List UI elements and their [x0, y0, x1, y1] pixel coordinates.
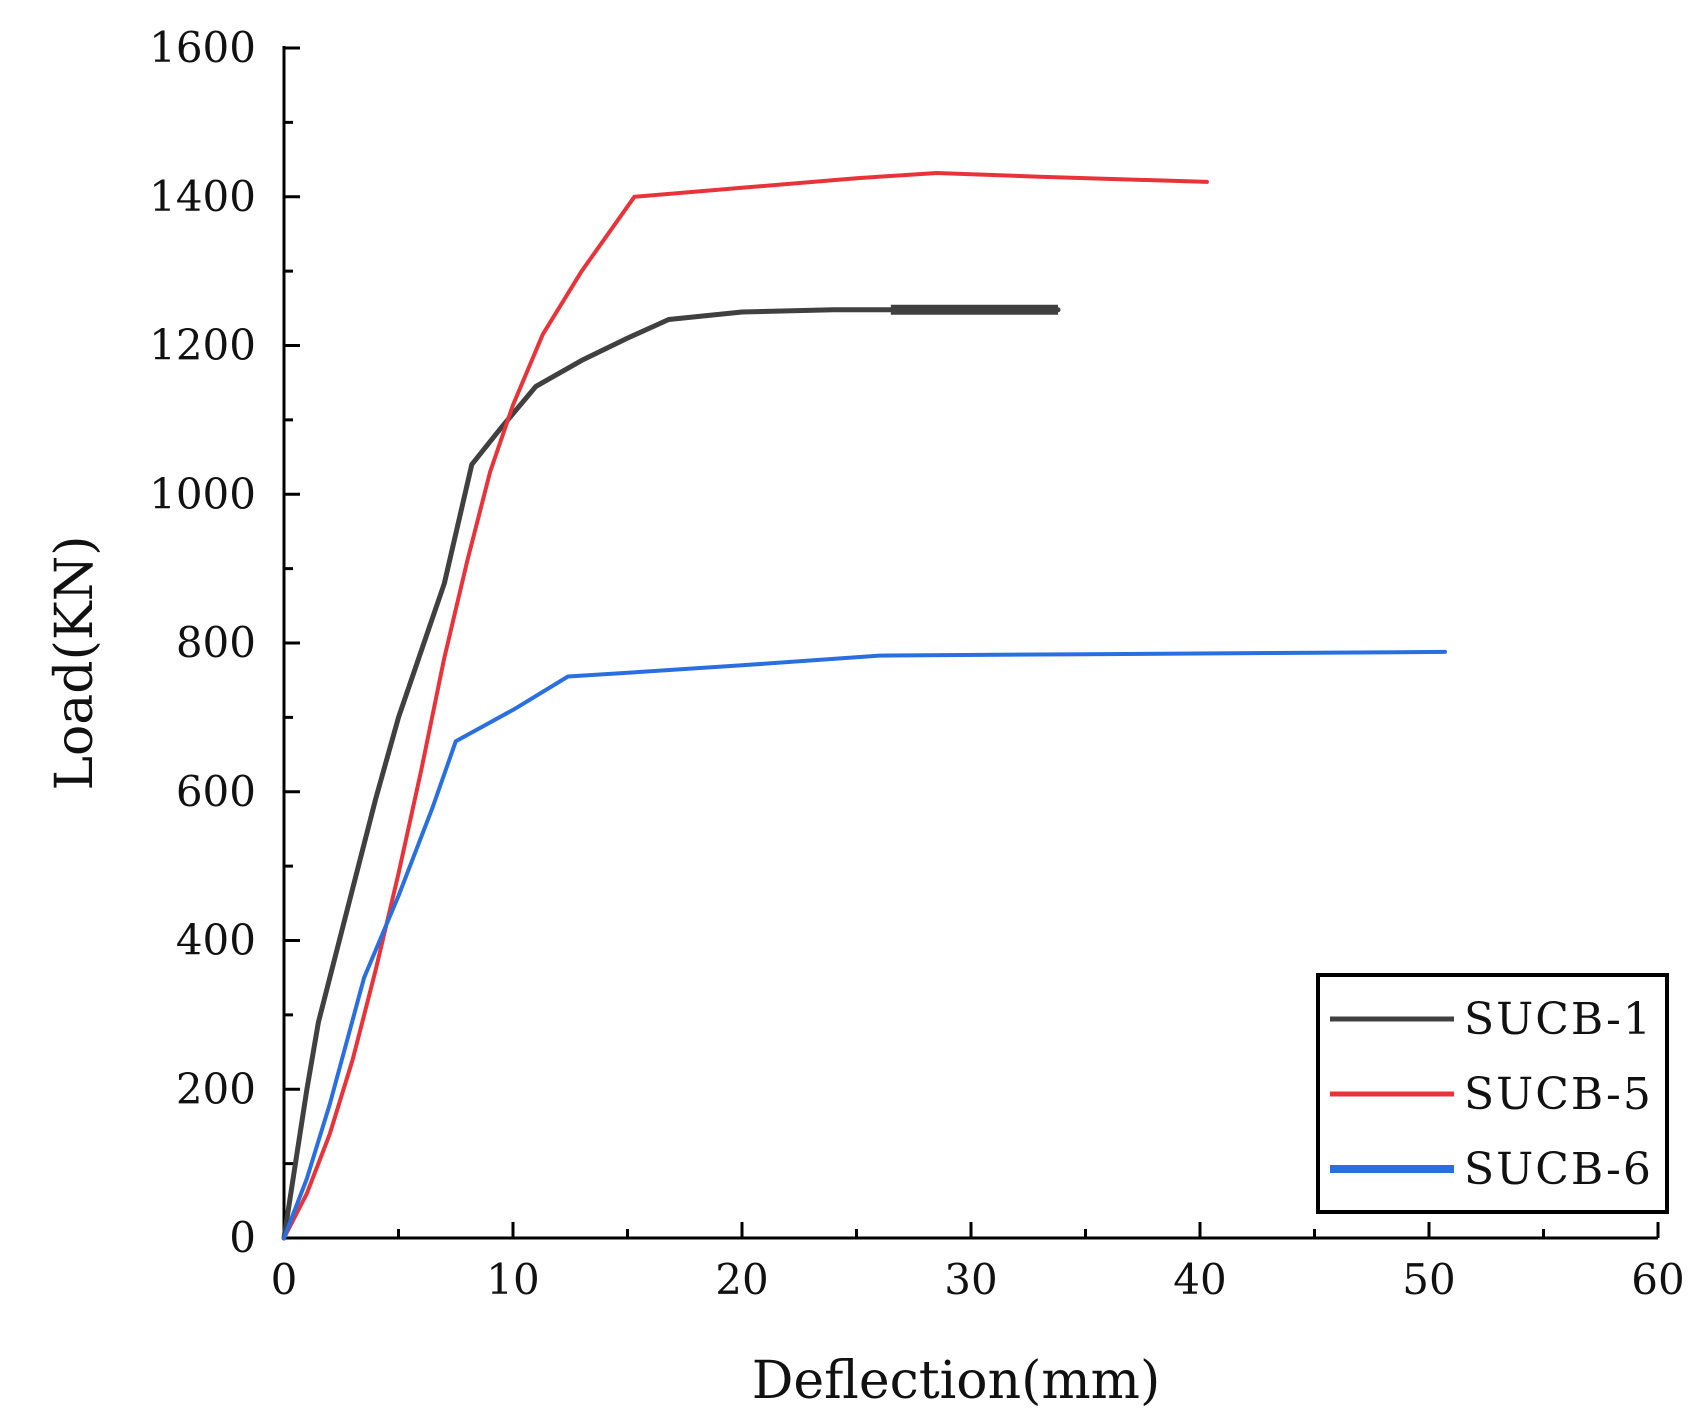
x-tick-label: 40	[1173, 1255, 1226, 1304]
legend: SUCB-1 SUCB-5 SUCB-6	[1316, 973, 1669, 1214]
x-tick-label: 10	[486, 1255, 539, 1304]
series-line-sucb-6	[282, 649, 1447, 1240]
x-tick-label: 30	[944, 1255, 997, 1304]
y-tick-label: 1200	[149, 321, 256, 370]
series-line-sucb-1	[281, 307, 1061, 1241]
y-tick-label: 200	[176, 1064, 256, 1113]
series-line-sucb-5	[282, 171, 1209, 1240]
legend-label: SUCB-5	[1464, 1069, 1653, 1120]
series-lines	[281, 171, 1447, 1241]
y-tick-label: 1600	[149, 23, 256, 72]
y-tick-label: 0	[229, 1213, 256, 1262]
legend-label: SUCB-1	[1464, 994, 1653, 1045]
y-tick-label: 400	[176, 916, 256, 965]
legend-label: SUCB-6	[1464, 1144, 1653, 1195]
x-axis-title: Deflection(mm)	[752, 1351, 1161, 1411]
x-tick-label: 60	[1631, 1255, 1684, 1304]
y-tick-label: 1000	[149, 469, 256, 518]
axes: 0 200 400 600 800 1000 1200 1400 1600 0 10 20 30 40 50…	[149, 23, 1685, 1304]
y-tick-label: 800	[176, 618, 256, 667]
y-tick-label: 600	[176, 767, 256, 816]
y-axis-title: Load(KN)	[45, 535, 105, 790]
x-tick-label: 50	[1402, 1255, 1455, 1304]
y-tick-label: 1400	[149, 172, 256, 221]
x-tick-label: 20	[715, 1255, 768, 1304]
x-tick-label: 0	[271, 1255, 298, 1304]
